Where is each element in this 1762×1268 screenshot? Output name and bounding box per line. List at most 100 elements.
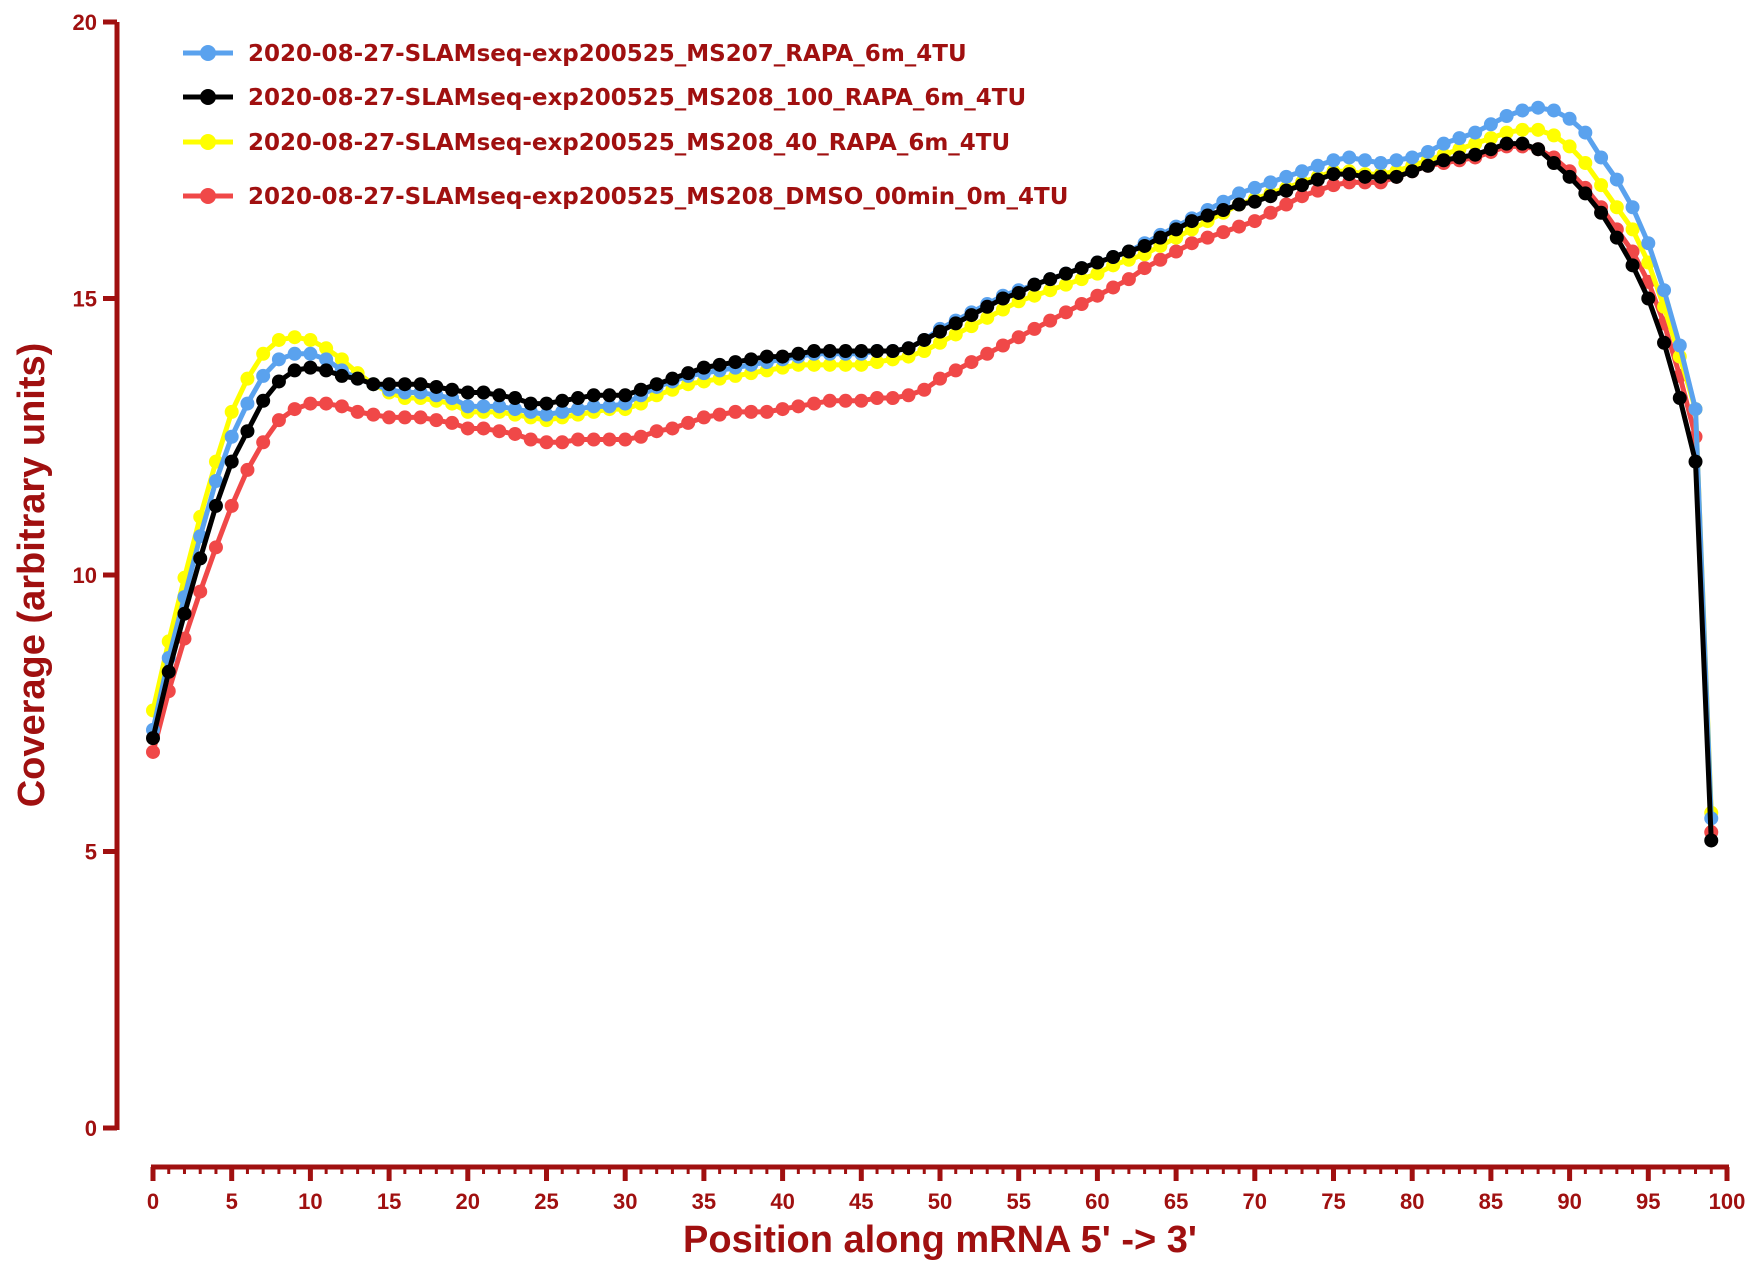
data-point bbox=[1137, 238, 1152, 253]
data-point bbox=[1531, 100, 1546, 115]
data-point bbox=[224, 429, 239, 444]
data-point bbox=[1672, 338, 1687, 353]
data-point bbox=[1499, 136, 1514, 151]
data-point bbox=[1090, 266, 1105, 281]
data-point bbox=[334, 399, 349, 414]
data-point bbox=[1295, 178, 1310, 193]
data-point bbox=[1043, 272, 1058, 287]
legend-item: 2020-08-27-SLAMseq-exp200525_MS207_RAPA_… bbox=[183, 41, 967, 67]
data-point bbox=[1531, 142, 1546, 157]
x-tick-label: 55 bbox=[1006, 1189, 1030, 1214]
data-point bbox=[1342, 167, 1357, 182]
data-point bbox=[775, 402, 790, 417]
data-point bbox=[287, 402, 302, 417]
data-point bbox=[1326, 167, 1341, 182]
data-point bbox=[1625, 258, 1640, 273]
data-point bbox=[476, 385, 491, 400]
data-point bbox=[460, 399, 475, 414]
data-point bbox=[586, 399, 601, 414]
data-point bbox=[539, 396, 554, 411]
data-point bbox=[161, 664, 176, 679]
data-point bbox=[256, 368, 271, 383]
data-point bbox=[759, 404, 774, 419]
data-point bbox=[523, 396, 538, 411]
data-point bbox=[1468, 136, 1483, 151]
data-point bbox=[570, 391, 585, 406]
data-point bbox=[728, 355, 743, 370]
data-point bbox=[995, 302, 1010, 317]
data-point bbox=[1043, 283, 1058, 298]
y-tick-label: 10 bbox=[73, 563, 97, 588]
data-point bbox=[1121, 244, 1136, 259]
data-point bbox=[303, 360, 318, 375]
data-point bbox=[193, 551, 208, 566]
x-tick-label: 25 bbox=[534, 1189, 558, 1214]
data-point bbox=[1405, 164, 1420, 179]
data-point bbox=[1578, 125, 1593, 140]
legend-marker bbox=[200, 188, 216, 204]
data-point bbox=[1326, 153, 1341, 168]
series-3 bbox=[146, 122, 1719, 820]
data-point bbox=[1247, 214, 1262, 229]
data-point bbox=[1357, 153, 1372, 168]
data-point bbox=[271, 413, 286, 428]
data-point bbox=[649, 424, 664, 439]
data-point bbox=[791, 346, 806, 361]
data-point bbox=[1310, 172, 1325, 187]
data-point bbox=[1609, 230, 1624, 245]
data-point bbox=[885, 344, 900, 359]
data-point bbox=[822, 393, 837, 408]
data-point bbox=[744, 352, 759, 367]
data-point bbox=[303, 346, 318, 361]
data-point bbox=[681, 415, 696, 430]
x-tick-label: 15 bbox=[377, 1189, 401, 1214]
data-point bbox=[1657, 283, 1672, 298]
data-point bbox=[1027, 277, 1042, 292]
data-point bbox=[1232, 197, 1247, 212]
data-point bbox=[1043, 313, 1058, 328]
data-point bbox=[1578, 186, 1593, 201]
data-point bbox=[1090, 255, 1105, 270]
data-point bbox=[1688, 402, 1703, 417]
data-point bbox=[476, 399, 491, 414]
data-point bbox=[602, 388, 617, 403]
series-2 bbox=[146, 136, 1719, 848]
x-tick-label: 50 bbox=[928, 1189, 952, 1214]
data-point bbox=[1373, 156, 1388, 171]
data-point bbox=[964, 319, 979, 334]
data-point bbox=[586, 388, 601, 403]
data-point bbox=[744, 404, 759, 419]
data-point bbox=[933, 324, 947, 339]
data-point bbox=[193, 584, 208, 599]
data-point bbox=[618, 388, 633, 403]
data-point bbox=[146, 731, 160, 746]
data-point bbox=[917, 332, 932, 347]
data-point bbox=[1169, 244, 1184, 259]
data-point bbox=[570, 432, 585, 447]
data-point bbox=[838, 393, 853, 408]
data-point bbox=[775, 349, 790, 364]
x-tick-label: 60 bbox=[1085, 1189, 1109, 1214]
series-line bbox=[150, 141, 1714, 841]
data-point bbox=[618, 432, 633, 447]
data-point bbox=[1121, 272, 1136, 287]
legend-label: 2020-08-27-SLAMseq-exp200525_MS207_RAPA_… bbox=[248, 41, 967, 67]
data-point bbox=[240, 396, 255, 411]
data-point bbox=[1420, 158, 1435, 173]
data-point bbox=[1657, 335, 1672, 350]
legend-item: 2020-08-27-SLAMseq-exp200525_MS208_100_R… bbox=[183, 85, 1026, 111]
data-point bbox=[1263, 189, 1278, 204]
data-point bbox=[460, 385, 475, 400]
data-point bbox=[208, 473, 223, 488]
data-point bbox=[1373, 169, 1388, 184]
data-point bbox=[492, 424, 507, 439]
data-point bbox=[1594, 150, 1609, 165]
data-point bbox=[240, 462, 255, 477]
data-point bbox=[602, 432, 617, 447]
data-point bbox=[1562, 169, 1577, 184]
data-point bbox=[586, 432, 601, 447]
data-point bbox=[382, 410, 397, 425]
legend-label: 2020-08-27-SLAMseq-exp200525_MS208_100_R… bbox=[248, 85, 1026, 111]
data-point bbox=[1074, 261, 1089, 276]
data-point bbox=[224, 498, 239, 513]
